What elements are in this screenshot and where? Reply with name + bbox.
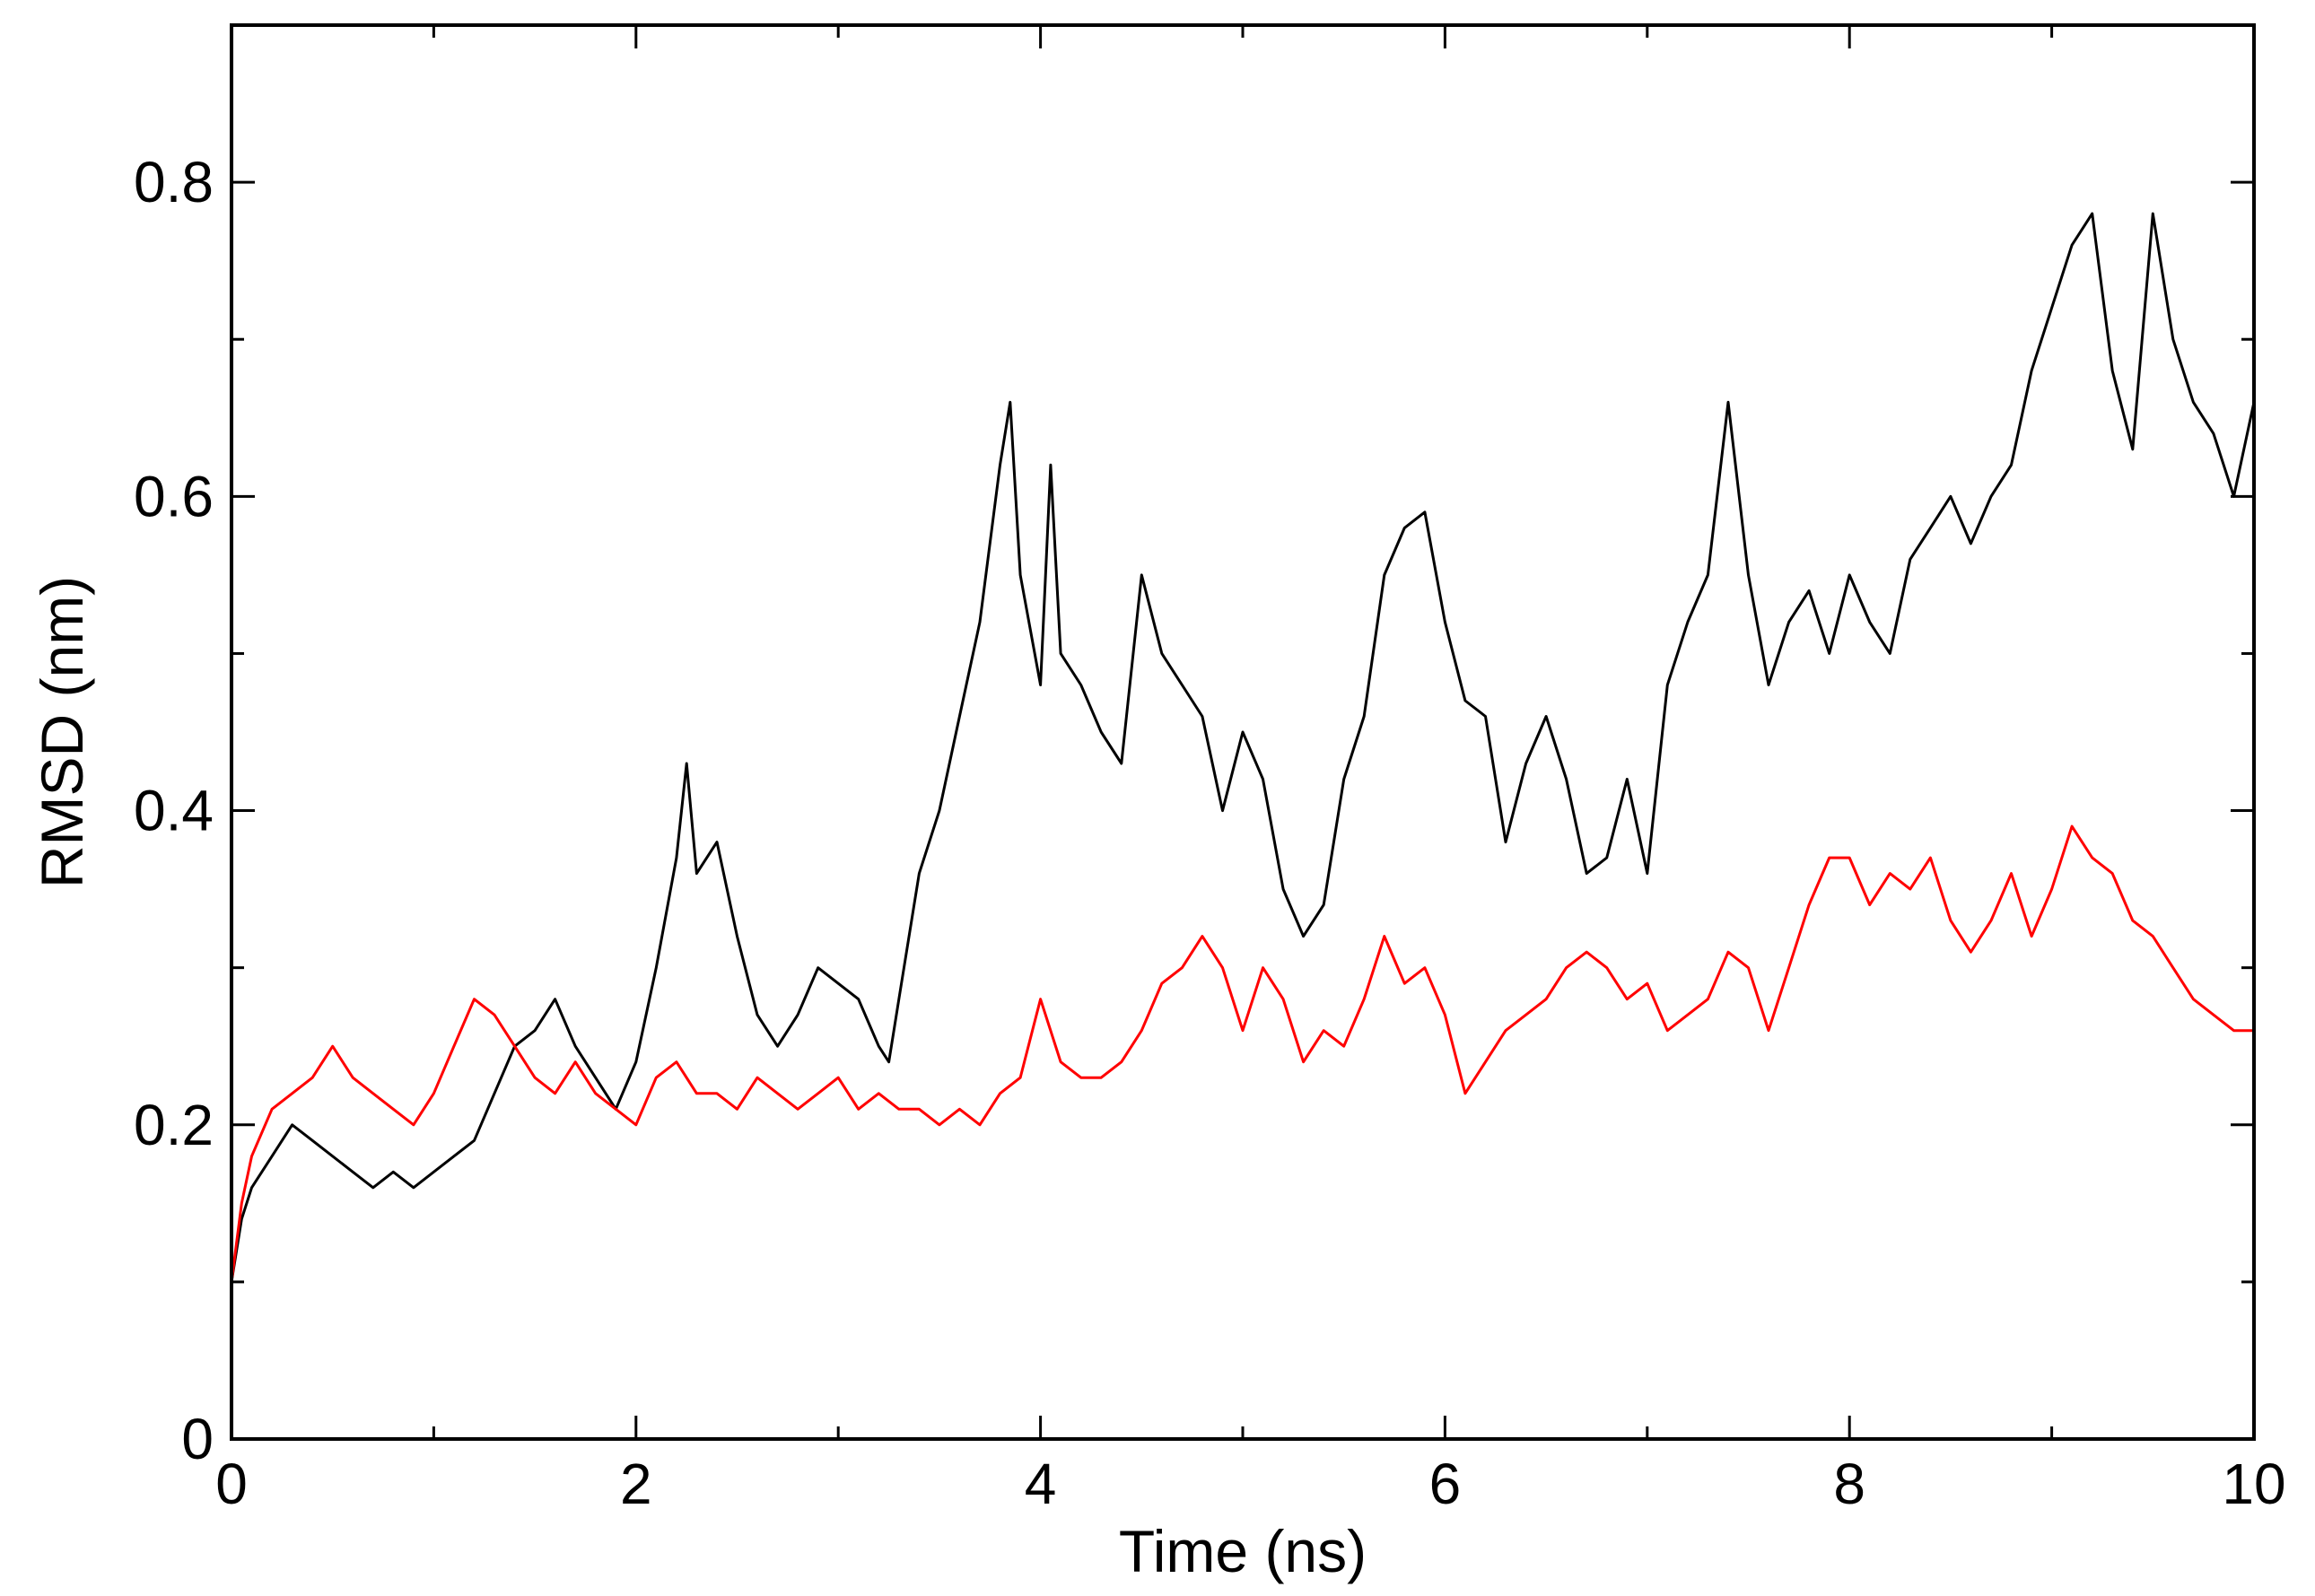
axis-ticks	[230, 25, 2256, 1441]
x-tick-label: 6	[1429, 1452, 1462, 1516]
y-tick-label: 0.6	[134, 464, 214, 528]
y-tick-label: 0.4	[134, 779, 214, 843]
axis-tick-labels: 0 2 4 6 8 10 0 0.2 0.4 0.6 0.8	[134, 150, 2286, 1516]
y-tick-label: 0	[181, 1407, 214, 1471]
y-tick-label: 0.2	[134, 1093, 214, 1157]
x-tick-label: 4	[1025, 1452, 1057, 1516]
y-tick-label: 0.8	[134, 150, 214, 214]
series-layer	[230, 212, 2256, 1283]
x-tick-label: 0	[215, 1452, 248, 1516]
x-tick-label: 8	[1833, 1452, 1865, 1516]
x-tick-label: 10	[2222, 1452, 2285, 1516]
series-line-2	[230, 824, 2254, 1283]
series-line-1	[230, 212, 2256, 1283]
x-axis-title: Time (ns)	[1119, 1518, 1367, 1584]
y-axis-title: RMSD (nm)	[29, 576, 95, 888]
x-tick-label: 2	[620, 1452, 652, 1516]
